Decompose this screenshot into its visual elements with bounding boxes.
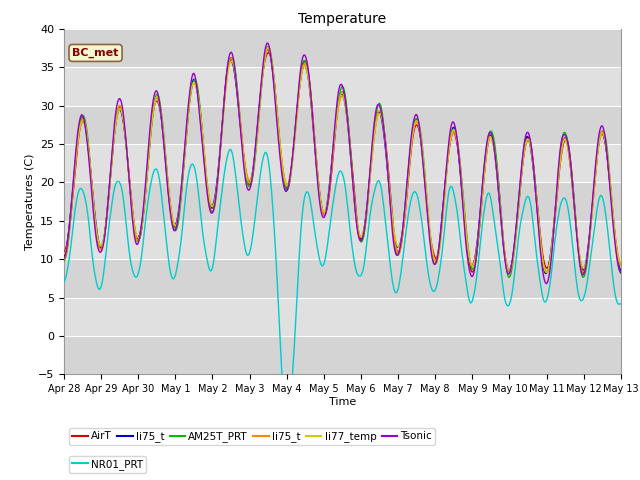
Y-axis label: Temperatures (C): Temperatures (C) — [25, 153, 35, 250]
Legend: NR01_PRT: NR01_PRT — [69, 456, 147, 473]
X-axis label: Time: Time — [329, 397, 356, 407]
Bar — [64, 259, 621, 298]
Bar — [64, 182, 621, 221]
Title: Temperature: Temperature — [298, 12, 387, 26]
Bar — [64, 29, 621, 67]
Bar — [64, 221, 621, 259]
Bar — [64, 336, 621, 374]
Bar — [64, 144, 621, 182]
Text: BC_met: BC_met — [72, 48, 119, 58]
Bar — [64, 106, 621, 144]
Bar — [64, 67, 621, 106]
Bar — [64, 298, 621, 336]
